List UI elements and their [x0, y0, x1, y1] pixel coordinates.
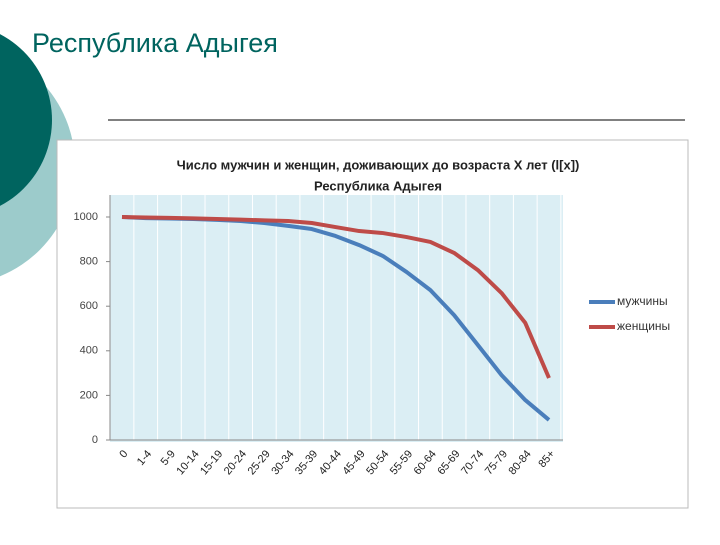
- y-tick-label: 1000: [74, 211, 98, 223]
- chart-subtitle: Республика Адыгея: [314, 178, 442, 193]
- y-tick-label: 0: [92, 434, 98, 446]
- series-line: [121, 215, 551, 379]
- slide-title: Республика Адыгея: [32, 28, 278, 58]
- y-tick-label: 200: [80, 389, 98, 401]
- plot-area: [110, 195, 563, 442]
- legend-label: женщины: [617, 319, 670, 333]
- y-tick-label: 600: [80, 300, 98, 312]
- y-tick-label: 400: [80, 345, 98, 357]
- decor-circle: [0, 34, 52, 206]
- legend-label: мужчины: [617, 294, 668, 308]
- chart-title: Число мужчин и женщин, доживающих до воз…: [177, 157, 580, 172]
- y-tick-label: 800: [80, 256, 98, 268]
